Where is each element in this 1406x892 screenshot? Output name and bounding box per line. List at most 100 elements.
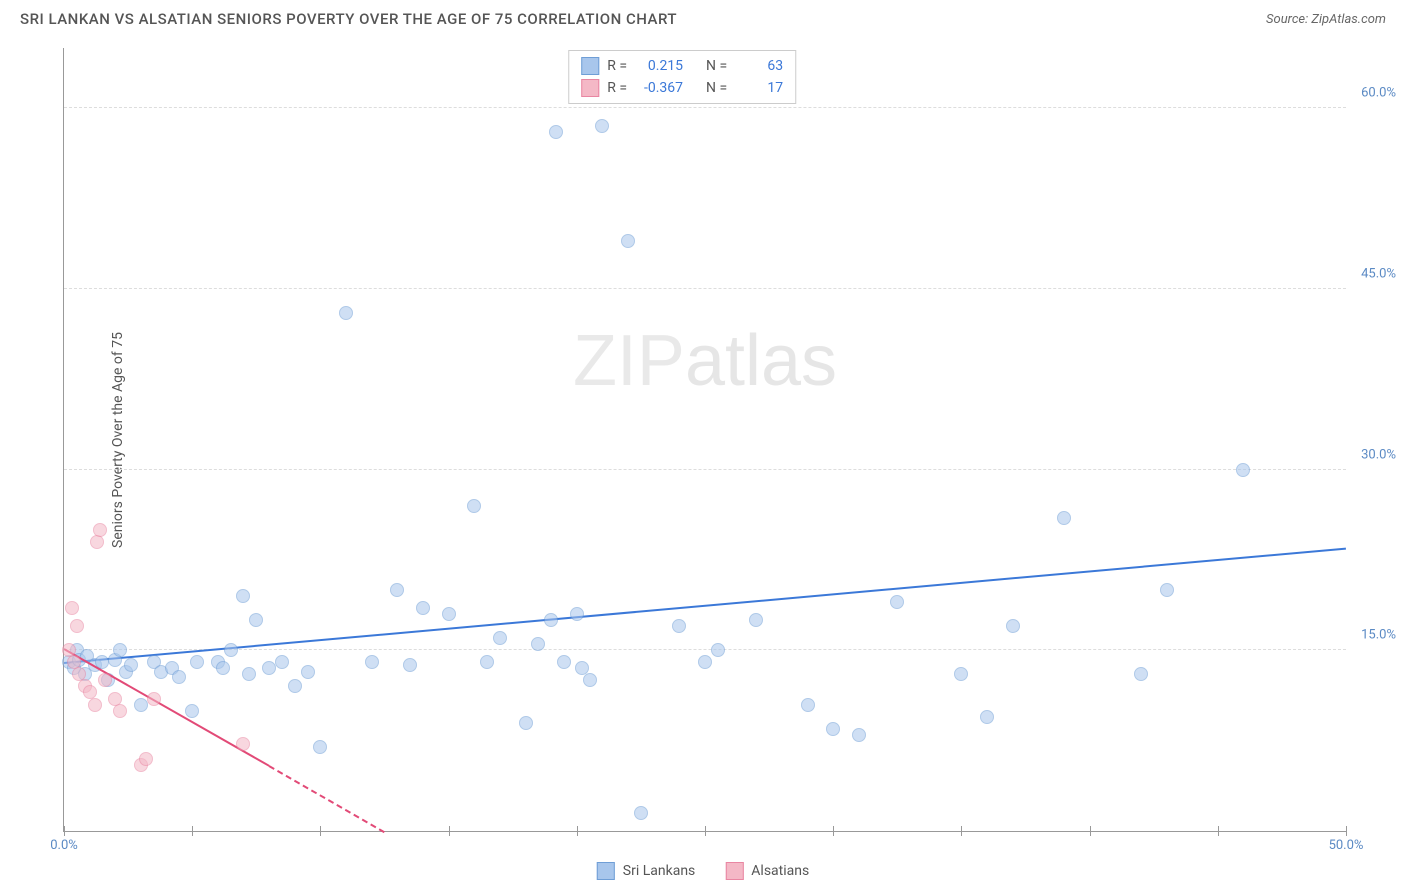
data-point [236,737,250,751]
data-point [621,234,635,248]
stat-r-value: 0.215 [635,55,683,77]
data-point [190,655,204,669]
series-swatch [581,79,599,97]
data-point [672,619,686,633]
title-bar: SRI LANKAN VS ALSATIAN SENIORS POVERTY O… [0,0,1406,33]
data-point [442,607,456,621]
data-point [70,619,84,633]
data-point [262,661,276,675]
data-point [98,673,112,687]
y-tick-label: 45.0% [1361,266,1396,281]
data-point [557,655,571,669]
data-point [826,722,840,736]
y-tick-label: 60.0% [1361,86,1396,101]
legend-label: Sri Lankans [623,863,696,879]
data-point [185,704,199,718]
gridline [64,288,1346,289]
data-point [236,589,250,603]
x-tick [192,826,193,836]
data-point [954,667,968,681]
data-point [216,661,230,675]
trend-line-dashed [269,765,385,833]
data-point [1236,463,1250,477]
x-tick-label: 50.0% [1329,838,1364,853]
x-tick-label: 0.0% [50,838,78,853]
data-point [65,601,79,615]
data-point [749,613,763,627]
x-tick [705,826,706,836]
data-point [147,692,161,706]
data-point [288,679,302,693]
data-point [570,607,584,621]
stats-row: R = 0.215 N = 63 [581,55,783,77]
data-point [1160,583,1174,597]
data-point [301,665,315,679]
data-point [134,698,148,712]
watermark-atlas: atlas [685,321,837,401]
gridline [64,649,1346,650]
series-legend: Sri Lankans Alsatians [597,862,809,880]
legend-item: Alsatians [725,862,809,880]
legend-item: Sri Lankans [597,862,696,880]
stat-r-value: -0.367 [635,77,683,99]
trend-line [64,548,1346,664]
data-point [93,523,107,537]
gridline [64,469,1346,470]
data-point [467,499,481,513]
data-point [595,119,609,133]
data-point [1134,667,1148,681]
data-point [480,655,494,669]
stat-n-label: N = [706,55,727,77]
stat-r-label: R = [607,77,627,99]
data-point [88,698,102,712]
y-tick-label: 30.0% [1361,447,1396,462]
data-point [242,667,256,681]
data-point [90,535,104,549]
data-point [139,752,153,766]
x-tick [833,826,834,836]
data-point [313,740,327,754]
data-point [890,595,904,609]
data-point [339,306,353,320]
y-tick-label: 15.0% [1361,628,1396,643]
x-tick [577,826,578,836]
data-point [224,643,238,657]
data-point [583,673,597,687]
watermark: ZIPatlas [573,320,837,402]
data-point [544,613,558,627]
x-tick [1090,826,1091,836]
data-point [113,704,127,718]
data-point [1006,619,1020,633]
chart-area: Seniors Poverty Over the Age of 75 ZIPat… [18,48,1346,832]
data-point [852,728,866,742]
data-point [519,716,533,730]
data-point [980,710,994,724]
source-label: Source: ZipAtlas.com [1266,12,1386,27]
data-point [403,658,417,672]
data-point [549,125,563,139]
legend-label: Alsatians [751,863,809,879]
data-point [711,643,725,657]
data-point [172,670,186,684]
stat-r-label: R = [607,55,627,77]
gridline [64,107,1346,108]
x-tick [64,826,65,836]
stat-n-label: N = [706,77,727,99]
stats-row: R = -0.367 N = 17 [581,77,783,99]
data-point [416,601,430,615]
data-point [390,583,404,597]
watermark-zip: ZIP [573,321,685,401]
x-tick [449,826,450,836]
x-tick [961,826,962,836]
stat-n-value: 17 [735,77,783,99]
data-point [124,658,138,672]
x-tick [1218,826,1219,836]
x-tick [1346,826,1347,836]
chart-title: SRI LANKAN VS ALSATIAN SENIORS POVERTY O… [20,10,677,28]
data-point [1057,511,1071,525]
series-swatch [581,57,599,75]
data-point [698,655,712,669]
data-point [634,806,648,820]
data-point [249,613,263,627]
stat-n-value: 63 [735,55,783,77]
